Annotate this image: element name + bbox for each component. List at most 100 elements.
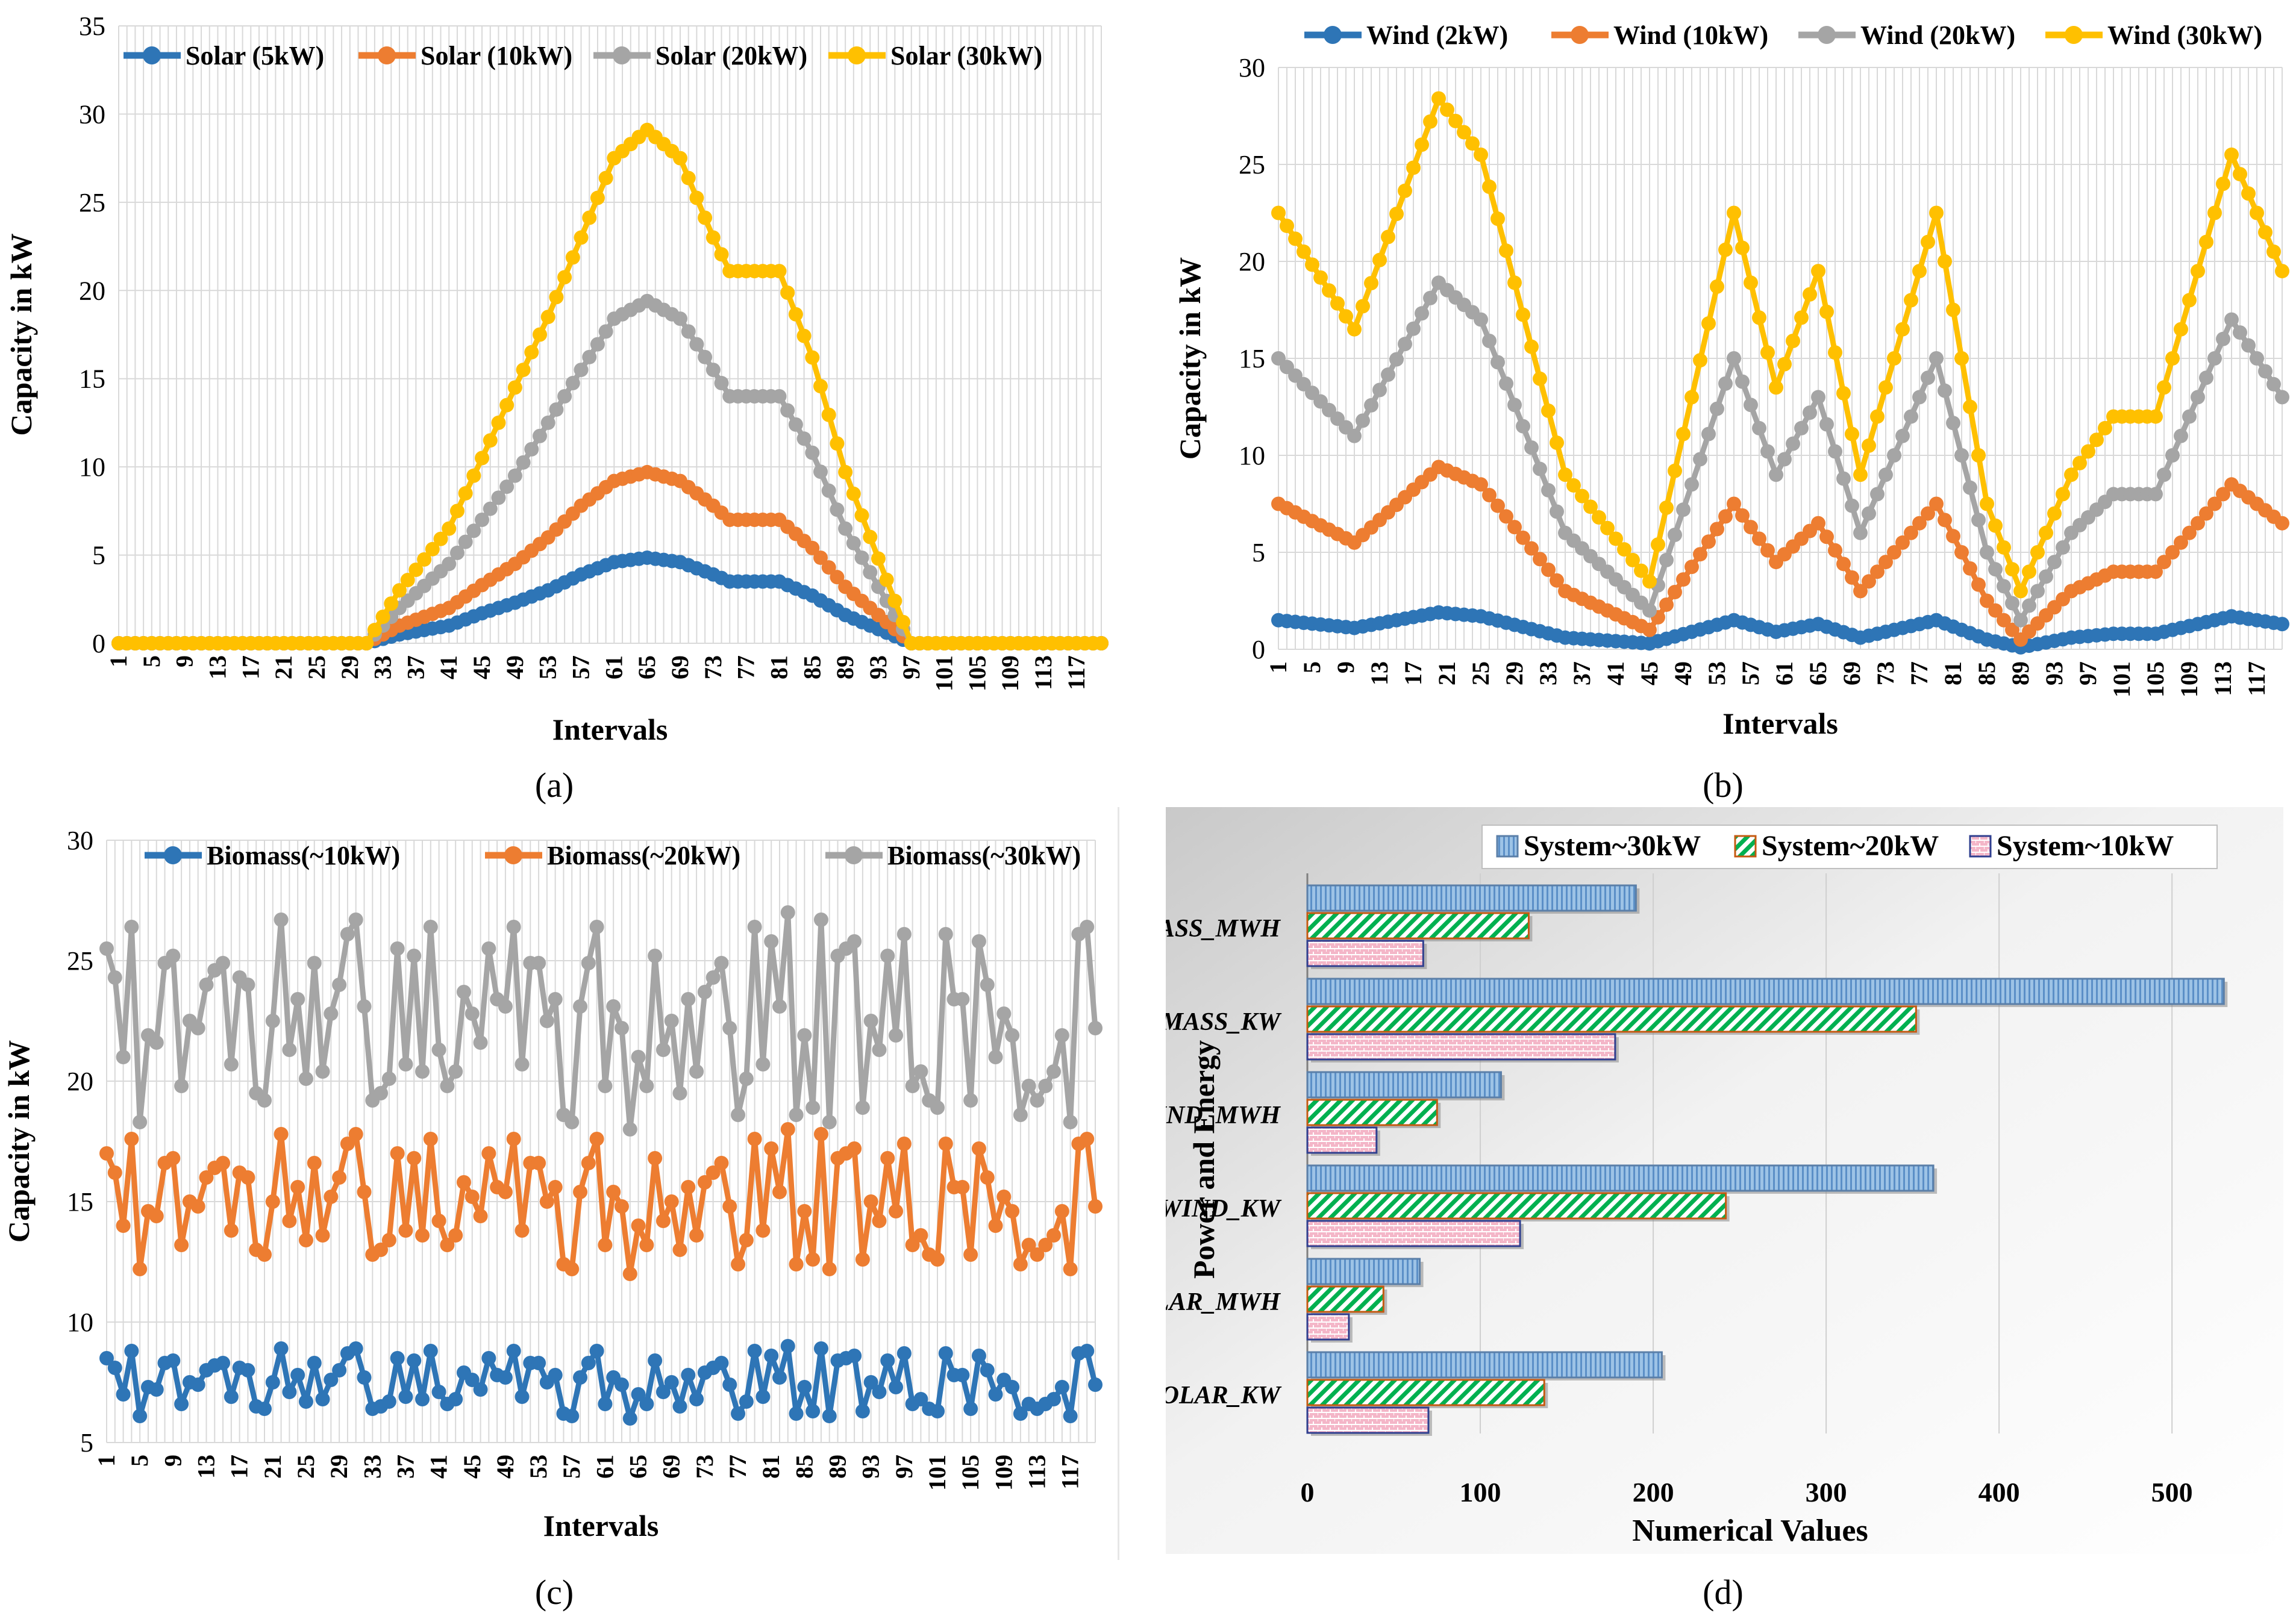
- data-point: [425, 541, 440, 557]
- x-tick-label: 200: [1633, 1477, 1674, 1508]
- x-tick-label: 13: [192, 1455, 219, 1479]
- data-point: [1575, 488, 1589, 504]
- bar: [1306, 1126, 1378, 1154]
- data-point: [598, 1397, 613, 1411]
- data-point: [307, 1356, 322, 1370]
- data-point: [2241, 186, 2256, 201]
- data-point: [589, 1132, 604, 1146]
- legend-swatch-dot: [1818, 26, 1836, 44]
- data-point: [1870, 409, 1885, 424]
- x-tick-label: 49: [492, 1455, 519, 1479]
- data-point: [1853, 584, 1868, 599]
- data-point: [631, 1218, 646, 1233]
- data-point: [149, 1209, 164, 1223]
- data-point: [1710, 279, 1724, 294]
- data-point: [2157, 380, 2171, 395]
- x-tick-label: 17: [1400, 661, 1427, 685]
- legend-swatch-dot: [1571, 26, 1589, 44]
- y-tick-label: 25: [1239, 150, 1265, 179]
- data-point: [581, 956, 596, 970]
- legend-label: Wind (2kW): [1366, 20, 1508, 50]
- legend-swatch-dot: [504, 846, 522, 864]
- category-label: 3. BIOMASS_KW: [1166, 1008, 1282, 1036]
- data-point: [963, 1402, 978, 1416]
- data-point: [1398, 183, 1412, 198]
- data-point: [1054, 1380, 1069, 1394]
- data-point: [714, 1356, 729, 1370]
- data-point: [581, 1156, 596, 1170]
- data-point: [1550, 573, 1564, 588]
- data-point: [516, 455, 531, 470]
- y-tick-label: 30: [79, 99, 105, 129]
- data-point: [821, 560, 836, 575]
- series-line: [119, 298, 1101, 646]
- data-point: [581, 1356, 596, 1370]
- data-point: [872, 1385, 887, 1399]
- data-point: [2030, 545, 2045, 560]
- x-tick-label: 105: [957, 1455, 984, 1491]
- data-point: [830, 436, 845, 451]
- data-point: [863, 1375, 878, 1390]
- data-point: [515, 1223, 530, 1238]
- x-tick-label: 1: [93, 1455, 120, 1467]
- data-point: [797, 1028, 812, 1043]
- data-point: [1811, 390, 1825, 405]
- data-point: [1389, 352, 1404, 367]
- data-point: [1566, 478, 1581, 493]
- data-point: [408, 562, 424, 577]
- data-point: [324, 1006, 339, 1021]
- data-point: [1921, 234, 1935, 249]
- data-point: [1980, 545, 1994, 560]
- legend-label: Biomass(~30kW): [887, 841, 1081, 870]
- data-point: [2039, 569, 2053, 584]
- data-point: [739, 1233, 754, 1247]
- x-tick-label: 117: [1057, 1455, 1084, 1490]
- x-tick-label: 25: [303, 655, 330, 679]
- x-tick-label: 57: [568, 655, 595, 679]
- data-point: [240, 1170, 255, 1185]
- data-point: [731, 1406, 746, 1421]
- data-point: [423, 1132, 438, 1146]
- legend-label: System~20kW: [1762, 830, 1939, 862]
- data-point: [821, 483, 836, 498]
- data-point: [124, 1132, 139, 1146]
- data-point: [282, 1385, 297, 1399]
- data-point: [1491, 211, 1505, 226]
- x-tick-label: 500: [2151, 1477, 2193, 1508]
- legend-swatch-dot: [2065, 26, 2083, 44]
- data-point: [1541, 403, 1556, 418]
- data-point: [1845, 426, 1859, 441]
- data-point: [1971, 448, 1986, 463]
- y-tick-label: 10: [1239, 441, 1265, 470]
- data-point: [1046, 1392, 1062, 1406]
- x-tick-label: 89: [2007, 661, 2034, 685]
- data-point: [2182, 293, 2197, 308]
- data-point: [830, 570, 845, 585]
- data-point: [1997, 540, 2011, 555]
- data-point: [2224, 312, 2239, 327]
- data-point: [348, 1341, 363, 1356]
- data-point: [1769, 380, 1783, 395]
- data-point: [1862, 506, 1876, 521]
- x-tick-label: 97: [898, 655, 925, 679]
- data-point: [1030, 1093, 1045, 1108]
- data-point: [722, 1199, 737, 1214]
- x-tick-label: 33: [1534, 661, 1562, 685]
- x-tick-label: 53: [525, 1455, 552, 1479]
- data-point: [1718, 242, 1733, 257]
- data-point: [1642, 622, 1657, 637]
- x-tick-label: 73: [1872, 661, 1899, 685]
- y-tick-label: 10: [79, 452, 105, 482]
- data-point: [2266, 376, 2281, 391]
- data-point: [913, 1392, 928, 1406]
- x-tick-label: 117: [2243, 661, 2270, 696]
- data-point: [1668, 585, 1682, 600]
- data-point: [2005, 562, 2019, 577]
- data-point: [1474, 477, 1488, 492]
- data-point: [1038, 1079, 1053, 1093]
- data-point: [905, 1079, 920, 1093]
- data-point: [1516, 307, 1530, 322]
- x-tick-label: 69: [658, 1455, 685, 1479]
- data-point: [565, 250, 580, 265]
- data-point: [1080, 920, 1095, 934]
